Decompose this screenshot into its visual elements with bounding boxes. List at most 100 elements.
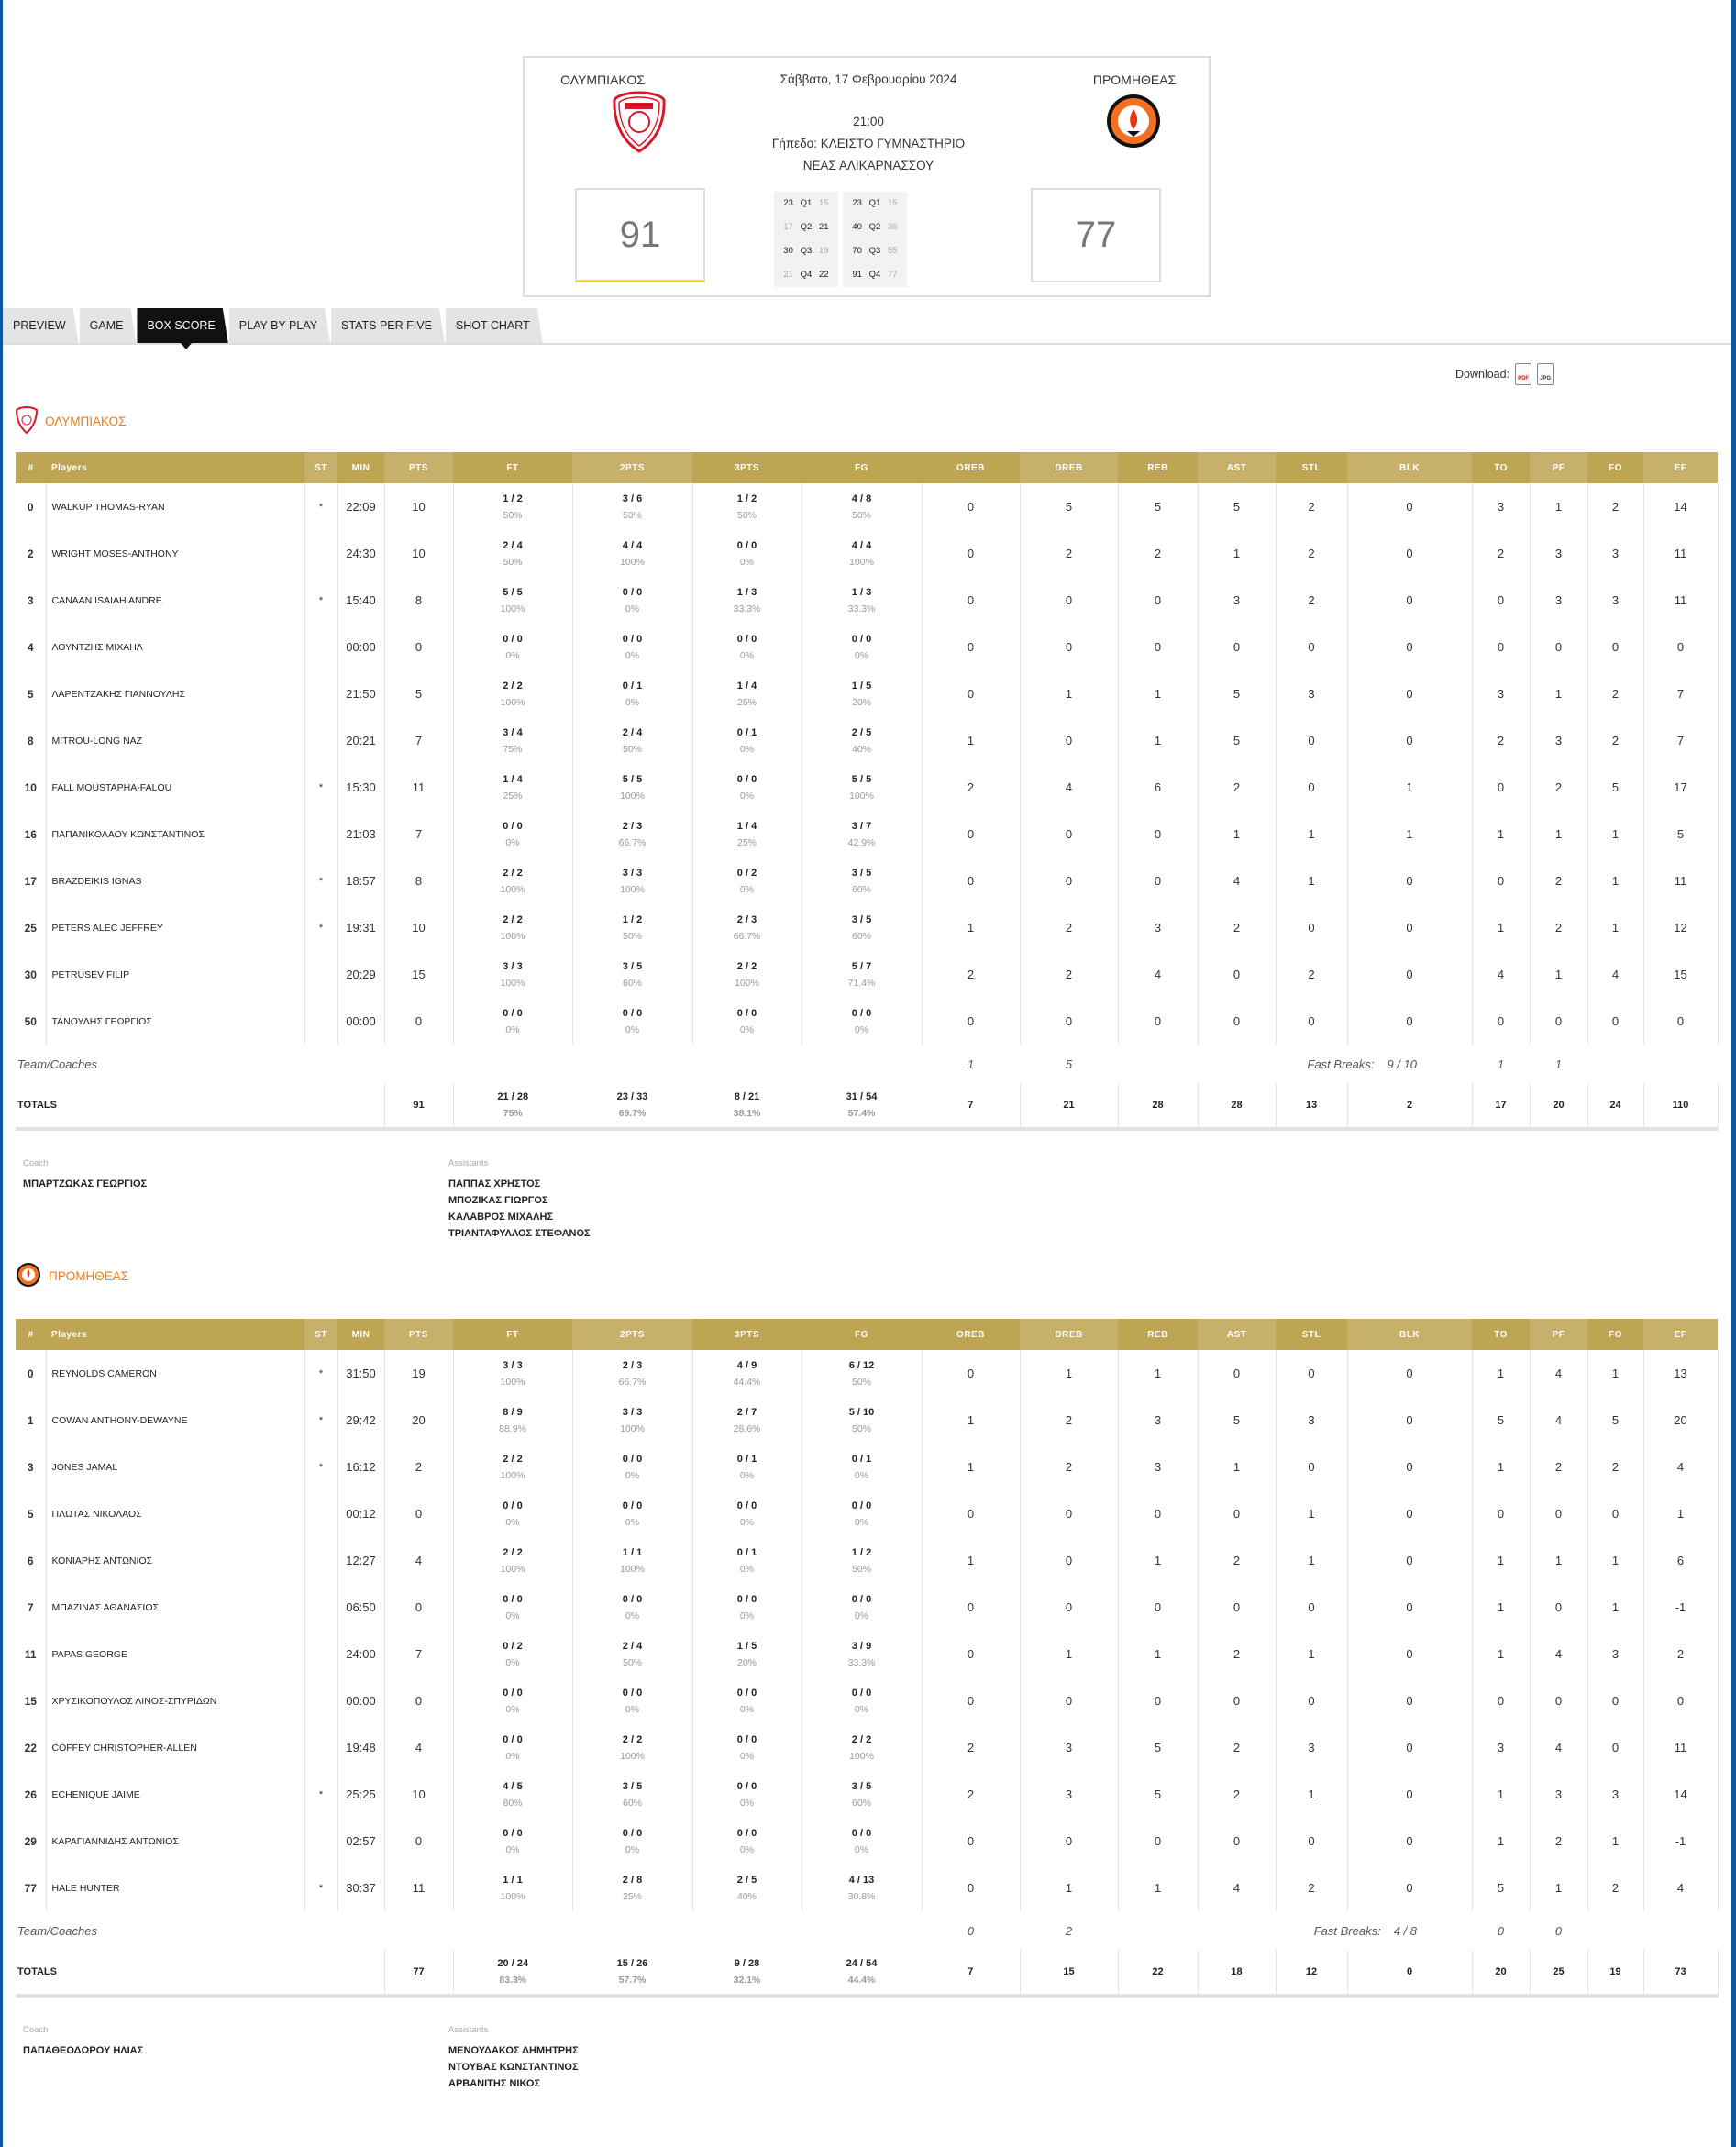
ft-made-attempted: 2 / 2 [503,913,523,925]
pdf-download-icon[interactable]: PDF [1515,363,1532,385]
column-header-blk[interactable]: BLK [1347,452,1472,483]
tab-stats-per-five[interactable]: STATS PER FIVE [331,308,445,343]
jpeg-download-icon[interactable]: JPG [1537,363,1554,385]
ft-made-attempted: 0 / 0 [503,1500,523,1511]
player-row[interactable]: 22 COFFEY CHRISTOPHER-ALLEN 19:48 4 0 / 0 0% 2… [16,1724,1719,1771]
column-header-min[interactable]: MIN [337,452,384,483]
ef-value: 0 [1643,624,1719,670]
player-row[interactable]: 0 WALKUP THOMAS-RYAN * 22:09 10 1 / 2 50% 3 / 6… [16,483,1719,530]
totals-stl: 12 [1276,1950,1348,1998]
column-header-3pts[interactable]: 3PTS [692,452,802,483]
promitheas-logo[interactable] [1105,93,1162,149]
3pts-cell: 0 / 0 0% [692,1584,802,1631]
column-header-ft[interactable]: FT [453,1319,572,1350]
points: 0 [384,1490,454,1537]
column-header-ef[interactable]: EF [1643,452,1718,483]
column-header-3pts[interactable]: 3PTS [692,1319,802,1350]
2pts-cell: 0 / 0 0% [572,1818,693,1865]
tab-play-by-play[interactable]: PLAY BY PLAY [229,308,330,343]
column-header-blk[interactable]: BLK [1347,1319,1472,1350]
column-header-oreb[interactable]: OREB [922,452,1020,483]
stl-value: 2 [1276,530,1348,577]
ast-value: 2 [1198,1537,1277,1584]
oreb-value: 0 [922,1350,1021,1397]
player-row[interactable]: 25 PETERS ALEC JEFFREY * 19:31 10 2 / 2 100% 1 … [16,904,1719,951]
column-header-stl[interactable]: STL [1276,452,1347,483]
player-row[interactable]: 16 ΠΑΠΑΝΙΚΟΛΑΟΥ ΚΩΝΣΤΑΝΤΙΝΟΣ 21:03 7 0 / 0 0%… [16,811,1719,858]
active-tab-pointer [181,343,192,349]
player-row[interactable]: 77 HALE HUNTER * 30:37 11 1 / 1 100% 2 / 8 25% 2 … [16,1865,1719,1911]
tab-box-score[interactable]: BOX SCORE [137,308,227,343]
column-header-fg[interactable]: FG [802,1319,922,1350]
2pts-made-attempted: 3 / 6 [622,492,643,504]
column-header-reb[interactable]: REB [1118,452,1198,483]
column-header-pts[interactable]: PTS [384,452,453,483]
player-row[interactable]: 5 ΠΛΩΤΑΣ ΝΙΚΟΛΑΟΣ 00:12 0 0 / 0 0% 0 / 0 0% 0 / … [16,1490,1719,1537]
column-header-ast[interactable]: AST [1198,1319,1276,1350]
ft-percentage: 50% [503,509,523,521]
column-header-players[interactable]: Players [46,1319,304,1350]
player-row[interactable]: 8 MITROU-LONG NAZ 20:21 7 3 / 4 75% 2 / 4 50% 0 … [16,717,1719,764]
player-row[interactable]: 3 JONES JAMAL * 16:12 2 2 / 2 100% 0 / 0 0% 0 / 1… [16,1444,1719,1490]
column-header-pf[interactable]: PF [1530,452,1587,483]
tab-preview[interactable]: PREVIEW [3,308,79,343]
column-header-st[interactable]: ST [304,452,337,483]
player-row[interactable]: 6 ΚΟΝΙΑΡΗΣ ΑΝΤΩΝΙΟΣ 12:27 4 2 / 2 100% 1 / 1 10… [16,1537,1719,1584]
olympiacos-logo[interactable] [612,91,667,153]
column-header-pf[interactable]: PF [1530,1319,1587,1350]
column-header-reb[interactable]: REB [1118,1319,1198,1350]
fg-made-attempted: 4 / 13 [848,1874,875,1886]
head-coach: Coach ΠΑΠΑΘΕΟΔΩΡΟΥ ΗΛΙΑΣ [23,2025,143,2059]
totals-ft: 21 / 28 75% [453,1083,572,1131]
player-row[interactable]: 26 ECHENIQUE JAIME * 25:25 10 4 / 5 80% 3 / 5 60… [16,1771,1719,1818]
column-header-to[interactable]: TO [1472,1319,1530,1350]
column-header-dreb[interactable]: DREB [1020,452,1118,483]
column-header-to[interactable]: TO [1472,452,1530,483]
player-row[interactable]: 15 ΧΡΥΣΙΚΟΠΟΥΛΟΣ ΛΙΝΟΣ-ΣΠΥΡΙΔΩΝ 00:00 0 0 / … [16,1677,1719,1724]
player-row[interactable]: 7 ΜΠΑΖΙΝΑΣ ΑΘΑΝΑΣΙΟΣ 06:50 0 0 / 0 0% 0 / 0 0% 0… [16,1584,1719,1631]
column-header-2pts[interactable]: 2PTS [572,1319,692,1350]
tab-game[interactable]: GAME [80,308,137,343]
column-header-min[interactable]: MIN [337,1319,384,1350]
player-name: WALKUP THOMAS-RYAN [46,483,305,530]
column-header-ft[interactable]: FT [453,452,572,483]
player-row[interactable]: 30 PETRUSEV FILIP 20:29 15 3 / 3 100% 3 / 5 60%… [16,951,1719,998]
player-row[interactable]: 3 CANAAN ISAIAH ANDRE * 15:40 8 5 / 5 100% 0 / … [16,577,1719,624]
player-row[interactable]: 4 ΛΟΥΝΤΖΗΣ ΜΙΧΑΗΛ 00:00 0 0 / 0 0% 0 / 0 0% 0 / … [16,624,1719,670]
player-row[interactable]: 11 PAPAS GEORGE 24:00 7 0 / 2 0% 2 / 4 50% 1 / 5… [16,1631,1719,1677]
player-row[interactable]: 1 COWAN ANTHONY-DEWAYNE * 29:42 20 8 / 9 88.9%… [16,1397,1719,1444]
head-coach: Coach ΜΠΑΡΤΖΩΚΑΣ ΓΕΩΡΓΙΟΣ [23,1158,147,1192]
quarter-row: 91 Q4 77 [843,263,907,287]
ft-made-attempted: 0 / 0 [503,1007,523,1019]
column-header-fo[interactable]: FO [1587,1319,1643,1350]
column-header-number[interactable]: # [16,1319,46,1350]
column-header-oreb[interactable]: OREB [922,1319,1020,1350]
player-row[interactable]: 5 ΛΑΡΕΝΤΖΑΚΗΣ ΓΙΑΝΝΟΥΛΗΣ 21:50 5 2 / 2 100% 0 … [16,670,1719,717]
column-header-players[interactable]: Players [46,452,304,483]
player-row[interactable]: 50 ΤΑΝΟΥΛΗΣ ΓΕΩΡΓΙΟΣ 00:00 0 0 / 0 0% 0 / 0 0% 0… [16,998,1719,1045]
blk-value: 0 [1347,1724,1473,1771]
column-header-2pts[interactable]: 2PTS [572,452,692,483]
column-header-fg[interactable]: FG [802,452,922,483]
player-row[interactable]: 2 WRIGHT MOSES-ANTHONY 24:30 10 2 / 4 50% 4 / … [16,530,1719,577]
player-row[interactable]: 29 ΚΑΡΑΓΙΑΝΝΙΔΗΣ ΑΝΤΩΝΙΟΣ 02:57 0 0 / 0 0% 0 /… [16,1818,1719,1865]
column-header-st[interactable]: ST [304,1319,337,1350]
player-row[interactable]: 10 FALL MOUSTAPHA-FALOU * 15:30 11 1 / 4 25% 5 … [16,764,1719,811]
column-header-ast[interactable]: AST [1198,452,1276,483]
column-header-pts[interactable]: PTS [384,1319,453,1350]
to-value: 3 [1472,483,1531,530]
column-header-number[interactable]: # [16,452,46,483]
column-header-fo[interactable]: FO [1587,452,1643,483]
column-header-dreb[interactable]: DREB [1020,1319,1118,1350]
dreb-value: 0 [1020,811,1119,858]
stl-value: 0 [1276,764,1348,811]
stl-value: 2 [1276,951,1348,998]
pf-value: 1 [1530,483,1588,530]
tab-shot-chart[interactable]: SHOT CHART [446,308,543,343]
stl-value: 0 [1276,1444,1348,1490]
player-name: REYNOLDS CAMERON [46,1350,305,1397]
column-header-stl[interactable]: STL [1276,1319,1347,1350]
column-header-ef[interactable]: EF [1643,1319,1718,1350]
